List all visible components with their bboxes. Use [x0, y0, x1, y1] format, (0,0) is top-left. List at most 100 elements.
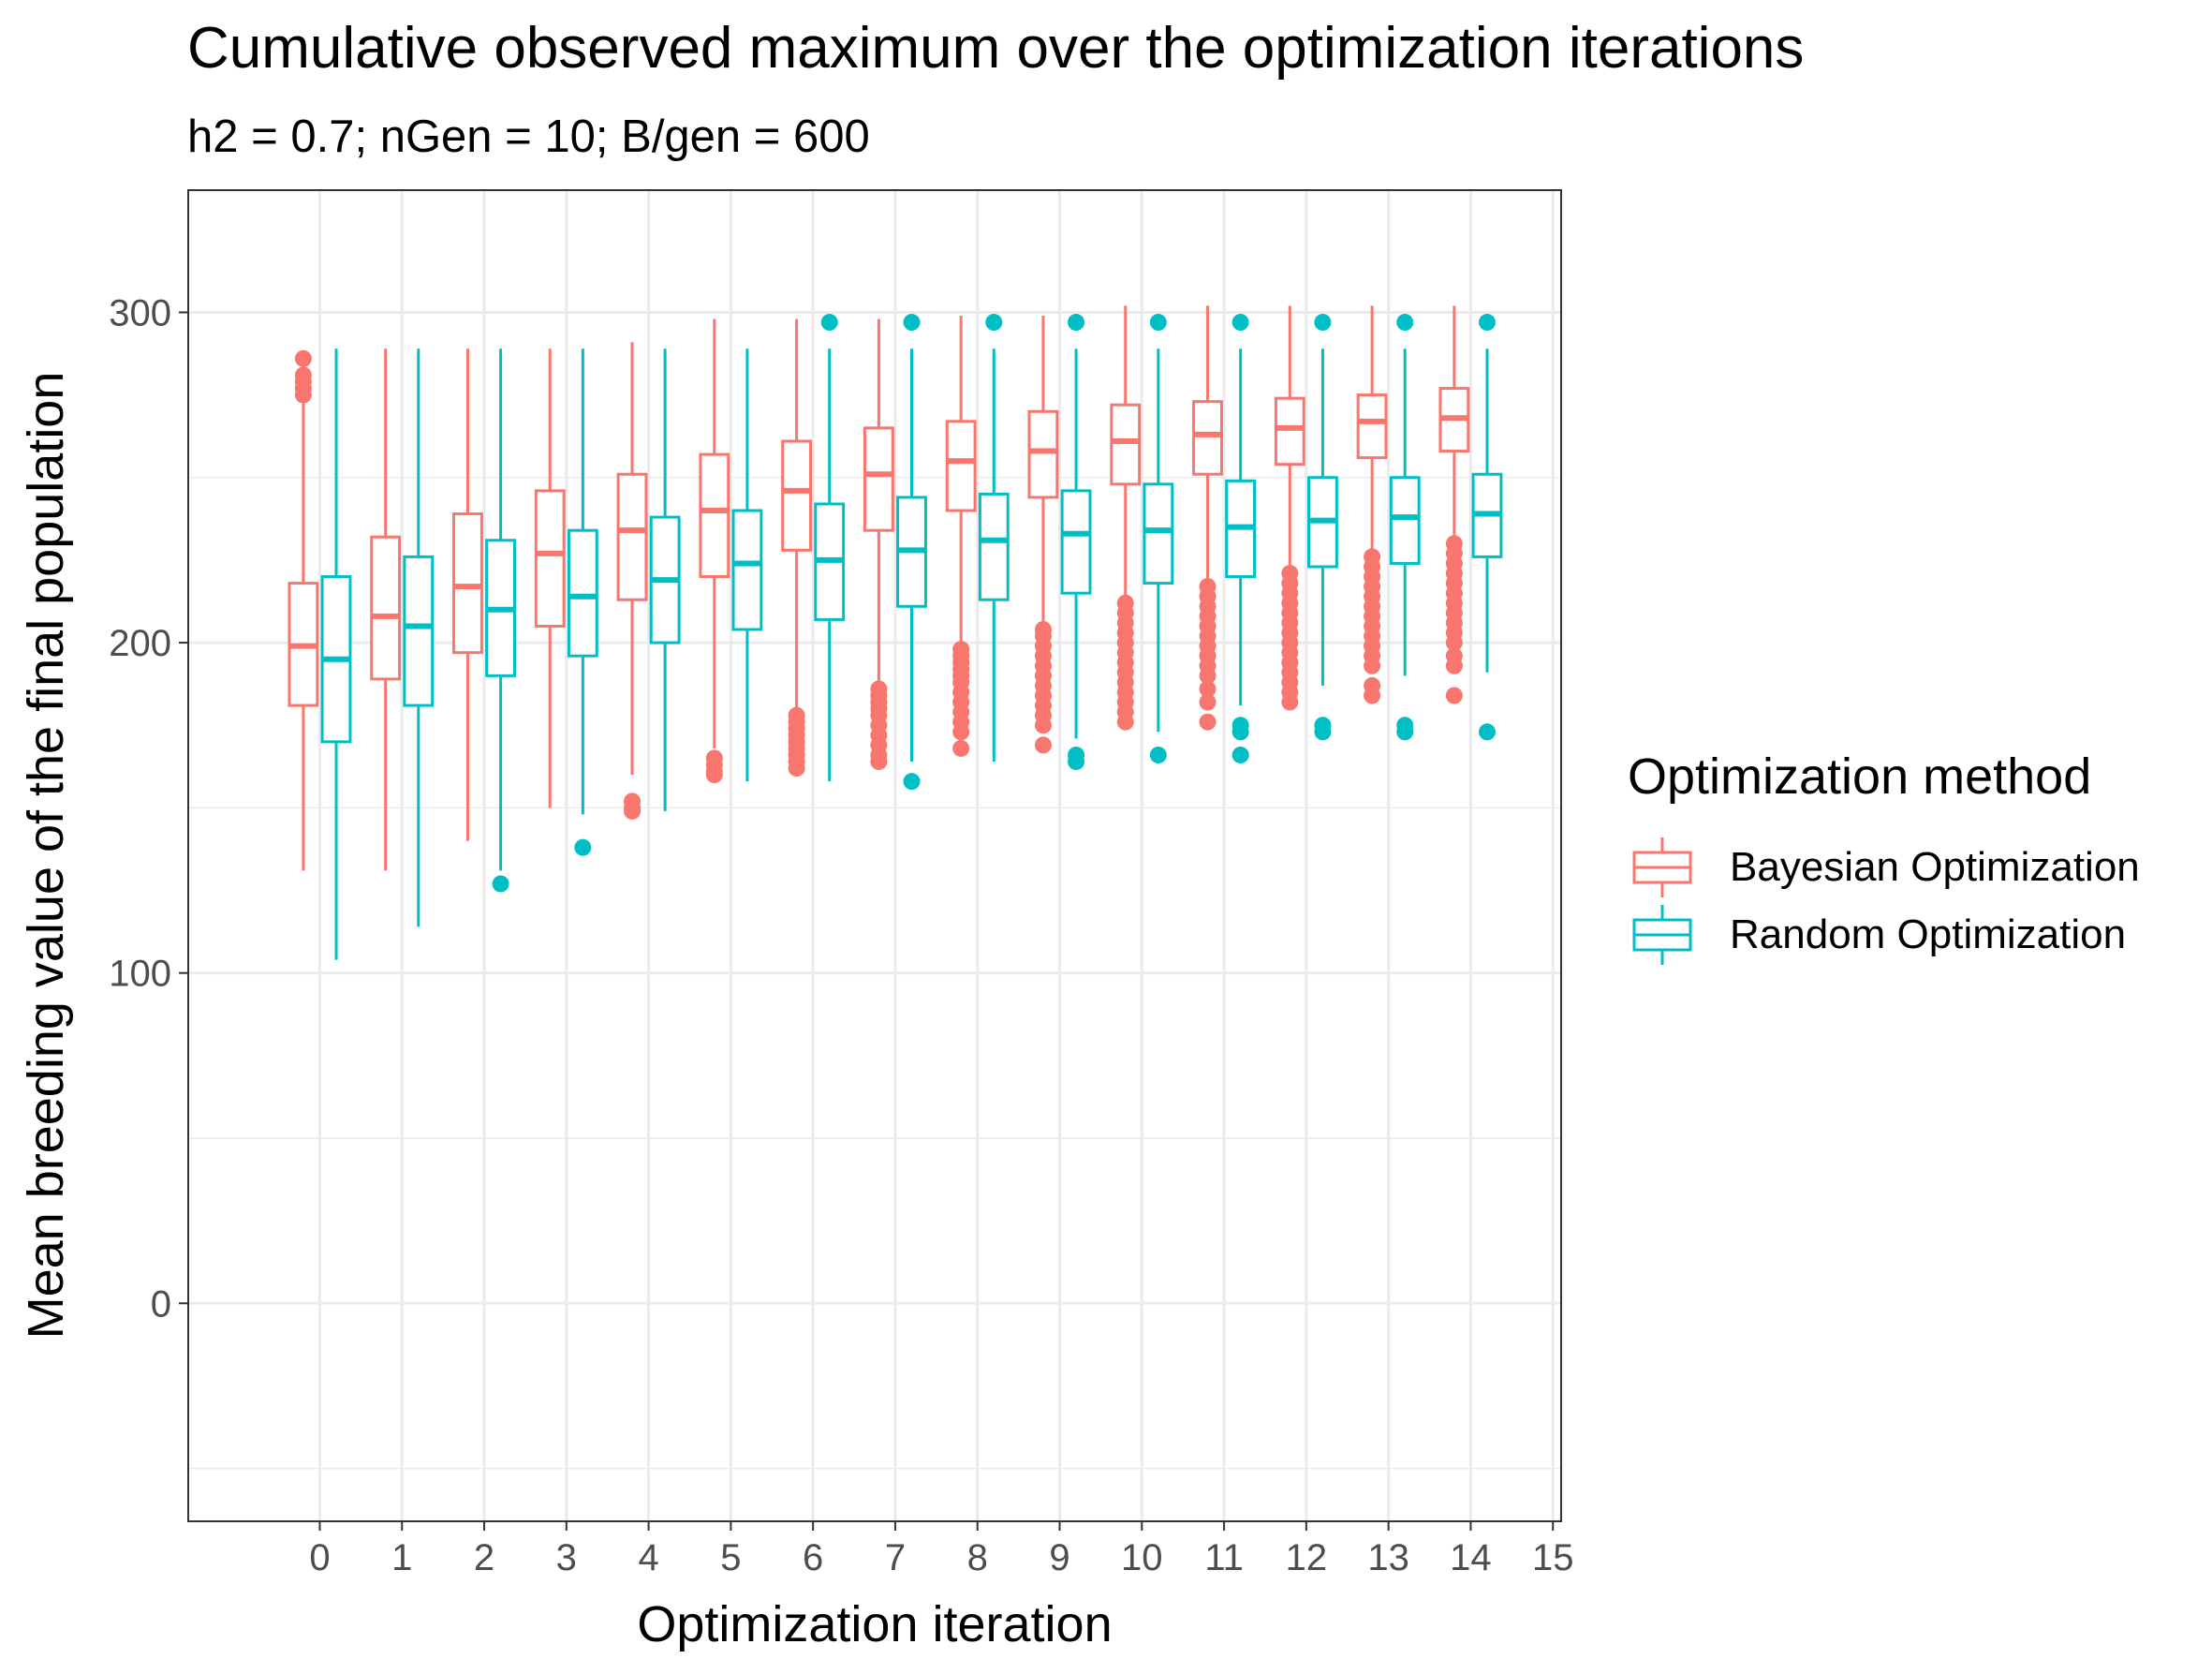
x-tick-label: 0 [309, 1537, 330, 1578]
outlier-point [1034, 620, 1052, 638]
x-tick-label: 12 [1286, 1537, 1328, 1578]
x-tick-label: 2 [474, 1537, 494, 1578]
box-iteration-14 [1438, 305, 1470, 704]
x-tick-label: 13 [1367, 1537, 1409, 1578]
legend-label: Bayesian Optimization [1730, 844, 2140, 890]
x-tick-label: 7 [885, 1537, 906, 1578]
legend: Optimization method Bayesian Optimizatio… [1628, 748, 2140, 965]
outlier-point [1149, 746, 1167, 763]
box-iteration-7 [863, 318, 894, 771]
chart-title: Cumulative observed maximum over the opt… [187, 16, 1804, 81]
outlier-point [952, 641, 970, 659]
box-iteration-11 [1225, 314, 1257, 763]
box-iteration-6 [814, 314, 846, 782]
box-iteration-12 [1274, 305, 1305, 711]
box-iteration-7 [896, 314, 927, 791]
box-iteration-11 [1192, 305, 1223, 731]
box-iqr [978, 492, 1010, 601]
box-iteration-4 [616, 342, 648, 820]
x-tick-label: 5 [720, 1537, 741, 1578]
box-iteration-9 [1027, 315, 1059, 754]
y-tick-label: 0 [151, 1283, 171, 1325]
outlier-point [1116, 594, 1134, 612]
outlier-point [788, 706, 805, 724]
outlier-point [903, 314, 921, 332]
chart-subtitle: h2 = 0.7; nGen = 10; B/gen = 600 [187, 111, 870, 162]
outlier-point [1364, 548, 1381, 566]
x-tick-label: 6 [803, 1537, 823, 1578]
box-iqr [567, 528, 598, 658]
box-iteration-4 [649, 348, 681, 811]
box-iqr [1192, 400, 1223, 476]
outlier-point [705, 749, 723, 767]
box-iteration-9 [1060, 314, 1092, 771]
y-tick-label: 300 [109, 292, 171, 333]
legend-item-random: Random Optimization [1632, 905, 2126, 965]
x-tick-label: 3 [556, 1537, 577, 1578]
box-iqr [945, 420, 977, 512]
box-iqr [781, 439, 813, 552]
box-iteration-5 [699, 318, 730, 784]
outlier-point [870, 680, 888, 698]
box-iqr [452, 512, 483, 655]
outlier-point [1364, 676, 1381, 694]
box-iqr [1274, 396, 1305, 467]
box-iqr [616, 472, 648, 601]
box-iteration-1 [370, 348, 402, 871]
outlier-point [1281, 565, 1299, 583]
outlier-point [1199, 680, 1217, 698]
box-iteration-8 [945, 315, 977, 757]
outlier-point [1314, 314, 1332, 332]
box-iqr [863, 426, 894, 532]
outlier-point [1396, 717, 1414, 734]
box-iteration-14 [1471, 314, 1503, 741]
box-iqr [731, 509, 763, 631]
x-tick-label: 1 [391, 1537, 412, 1578]
box-iteration-6 [781, 318, 813, 778]
box-iqr [1027, 409, 1059, 499]
outlier-point [294, 366, 312, 384]
outlier-point [624, 792, 641, 810]
box-iteration-10 [1110, 305, 1142, 731]
outlier-point [1445, 647, 1463, 665]
x-tick-label: 8 [967, 1537, 988, 1578]
outlier-point [1199, 713, 1217, 731]
outlier-point [903, 773, 921, 791]
grid-lines [188, 190, 1561, 1521]
box-iteration-2 [485, 348, 517, 893]
box-iteration-1 [403, 348, 435, 927]
box-iteration-10 [1143, 314, 1174, 763]
box-iteration-3 [567, 348, 598, 856]
box-iqr [403, 555, 435, 707]
x-tick-label: 10 [1121, 1537, 1163, 1578]
legend-items: Bayesian Optimization Random Optimization [1632, 837, 2140, 965]
x-axis-title: Optimization iteration [637, 1596, 1112, 1652]
box-iqr [370, 535, 402, 681]
x-tick-label: 4 [638, 1537, 658, 1578]
box-layer [288, 305, 1503, 960]
box-iteration-12 [1307, 314, 1338, 741]
box-iteration-13 [1356, 305, 1388, 704]
box-iteration-0 [288, 349, 319, 871]
outlier-point [1034, 736, 1052, 754]
outlier-point [952, 739, 970, 757]
outlier-point [1478, 723, 1496, 741]
box-iteration-13 [1389, 314, 1421, 741]
outlier-point [1231, 717, 1249, 734]
outlier-point [1314, 717, 1332, 734]
outlier-point [492, 875, 509, 893]
outlier-point [1068, 314, 1085, 332]
x-tick-label: 15 [1532, 1537, 1574, 1578]
box-iteration-3 [534, 348, 566, 808]
y-tick-label: 100 [109, 954, 171, 995]
panel-border [187, 189, 1562, 1522]
outlier-point [1445, 535, 1463, 553]
outlier-point [1199, 693, 1217, 711]
box-iteration-2 [452, 348, 483, 841]
box-iteration-0 [320, 348, 352, 960]
x-tick-label: 14 [1450, 1537, 1492, 1578]
box-iqr [1110, 403, 1142, 486]
